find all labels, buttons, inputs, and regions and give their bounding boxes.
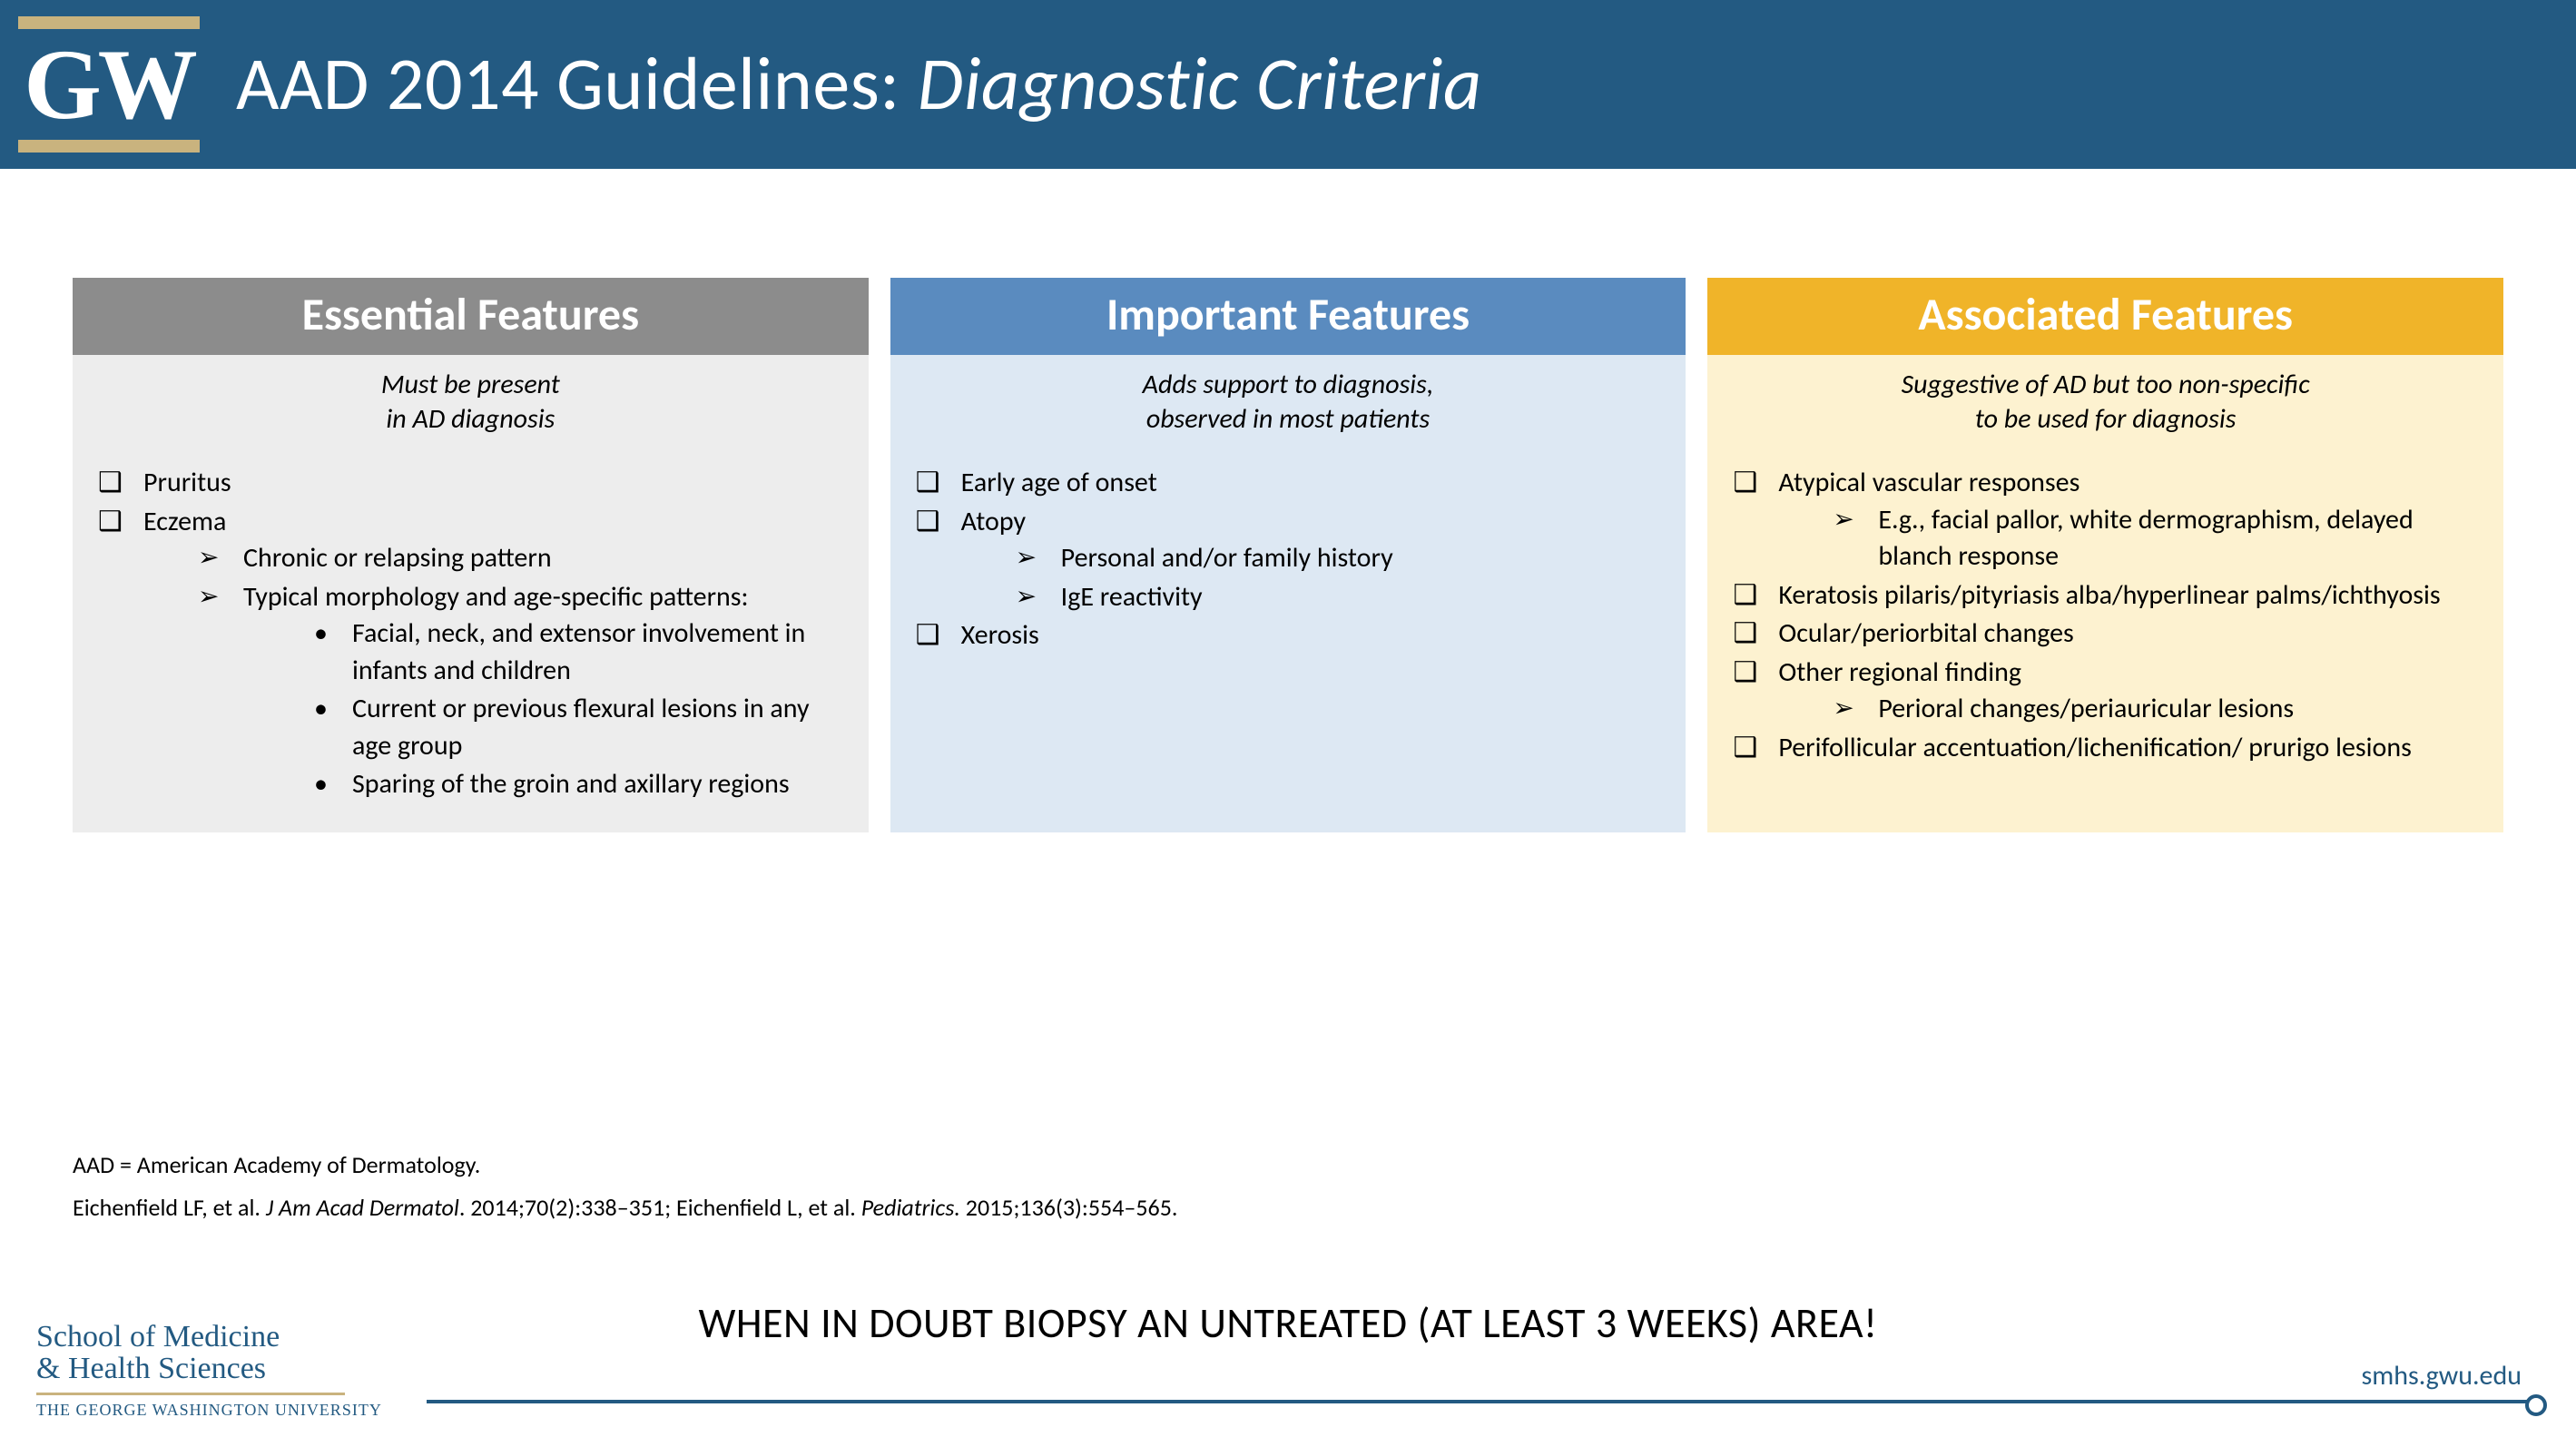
associated-regional: Other regional finding Perioral changes/… [1724, 655, 2487, 728]
ref-a: Eichenfield LF, et al. [73, 1193, 266, 1222]
important-sub-l1: Adds support to diagnosis, [1143, 368, 1434, 401]
important-atopy: Atopy Personal and/or family history IgE… [907, 504, 1670, 616]
essential-facial: Facial, neck, and extensor involvement i… [298, 615, 852, 689]
essential-sub: Must be present in AD diagnosis [73, 355, 869, 452]
essential-pruritus: Pruritus [89, 465, 852, 502]
associated-vascular: Atypical vascular responses E.g., facial… [1724, 465, 2487, 576]
essential-eczema-label: Eczema [143, 505, 226, 538]
affil-bar [36, 1393, 345, 1395]
bottom-rule [427, 1400, 2540, 1403]
important-header: Important Features [890, 278, 1686, 355]
affiliation: School of Medicine & Health Sciences THE… [36, 1321, 382, 1420]
affil-l2: & Health Sciences [36, 1353, 382, 1385]
affil-l1: School of Medicine [36, 1321, 382, 1353]
column-essential: Essential Features Must be present in AD… [73, 278, 869, 832]
logo-bar-top [18, 16, 200, 29]
important-early: Early age of onset [907, 465, 1670, 502]
essential-header: Essential Features [73, 278, 869, 355]
associated-sub: Suggestive of AD but too non-specific to… [1707, 355, 2503, 452]
footnotes: AAD = American Academy of Dermatology. E… [73, 1144, 1177, 1229]
title-italic: Diagnostic Criteria [918, 39, 1482, 130]
associated-sub-l1: Suggestive of AD but too non-specific [1902, 368, 2310, 401]
column-associated: Associated Features Suggestive of AD but… [1707, 278, 2503, 832]
gw-logo: GW [18, 16, 200, 153]
associated-header: Associated Features [1707, 278, 2503, 355]
header-bar: GW AAD 2014 Guidelines: Diagnostic Crite… [0, 0, 2576, 169]
associated-perioral: Perioral changes/periauricular lesions [1824, 691, 2487, 728]
columns-wrap: Essential Features Must be present in AD… [0, 169, 2576, 832]
gw-logo-text: GW [24, 34, 194, 134]
essential-typical: Typical morphology and age-specific patt… [189, 579, 852, 803]
ref-a-tail: . 2014;70(2):338–351; Eichenfield L, et … [459, 1193, 861, 1222]
important-xerosis: Xerosis [907, 617, 1670, 655]
logo-bar-bottom [18, 140, 200, 153]
essential-sub-l2: in AD diagnosis [386, 402, 555, 436]
ref-a-ital: J Am Acad Dermatol [266, 1193, 459, 1222]
associated-keratosis: Keratosis pilaris/pityriasis alba/hyperl… [1724, 577, 2487, 615]
title-plain: AAD 2014 Guidelines: [236, 39, 918, 130]
essential-eczema: Eczema Chronic or relapsing pattern Typi… [89, 504, 852, 803]
essential-body: Pruritus Eczema Chronic or relapsing pat… [73, 452, 869, 832]
associated-vascular-eg: E.g., facial pallor, white dermographism… [1824, 502, 2487, 576]
ref-b-tail: 2015;136(3):554–565. [960, 1193, 1178, 1222]
important-atopy-label: Atopy [961, 505, 1026, 538]
important-ige: IgE reactivity [1007, 579, 1670, 616]
important-history: Personal and/or family history [1007, 540, 1670, 577]
important-sub: Adds support to diagnosis, observed in m… [890, 355, 1686, 452]
note-abbrev: AAD = American Academy of Dermatology. [73, 1144, 1177, 1186]
essential-flexural: Current or previous flexural lesions in … [298, 691, 852, 764]
essential-typical-label: Typical morphology and age-specific patt… [243, 580, 749, 614]
slide-title: AAD 2014 Guidelines: Diagnostic Criteria [236, 39, 1482, 130]
important-body: Early age of onset Atopy Personal and/or… [890, 452, 1686, 832]
essential-sparing: Sparing of the groin and axillary region… [298, 766, 852, 803]
note-references: Eichenfield LF, et al. J Am Acad Dermato… [73, 1186, 1177, 1229]
biopsy-callout: WHEN IN DOUBT BIOPSY AN UNTREATED (AT LE… [0, 1298, 2576, 1349]
associated-body: Atypical vascular responses E.g., facial… [1707, 452, 2503, 832]
footer-url: smhs.gwu.edu [2362, 1359, 2522, 1393]
column-important: Important Features Adds support to diagn… [890, 278, 1686, 832]
important-sub-l2: observed in most patients [1146, 402, 1430, 436]
essential-chronic: Chronic or relapsing pattern [189, 540, 852, 577]
affil-l3: THE GEORGE WASHINGTON UNIVERSITY [36, 1401, 382, 1420]
associated-sub-l2: to be used for diagnosis [1975, 402, 2237, 436]
associated-regional-label: Other regional finding [1778, 655, 2021, 689]
ref-b-ital: Pediatrics. [861, 1193, 960, 1222]
essential-sub-l1: Must be present [381, 368, 560, 401]
associated-perifollicular: Perifollicular accentuation/lichenificat… [1724, 730, 2487, 767]
associated-ocular: Ocular/periorbital changes [1724, 615, 2487, 653]
associated-vascular-label: Atypical vascular responses [1778, 466, 2079, 499]
